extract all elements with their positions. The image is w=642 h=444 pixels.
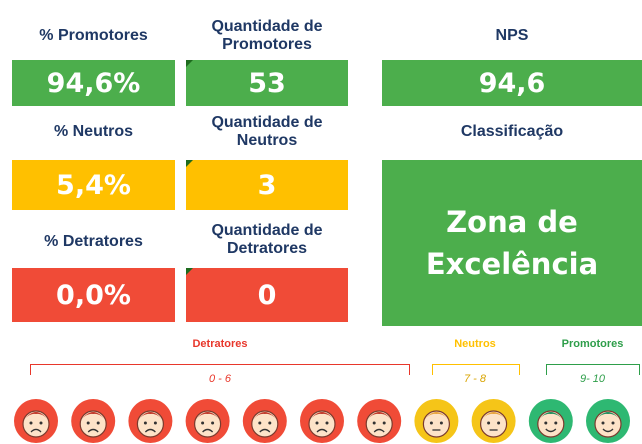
face-icon <box>243 399 287 443</box>
face-icon <box>586 399 630 443</box>
count-text: 0 <box>258 280 277 311</box>
metric-label: % Neutros <box>12 114 175 150</box>
classification-value: Zona de Excelência <box>382 160 642 326</box>
face-icon <box>414 399 458 443</box>
scale-range: 0 - 6 <box>30 373 410 385</box>
face-row <box>0 394 642 444</box>
face-skin <box>309 411 335 437</box>
count-value: 0 <box>186 268 348 322</box>
face-eye <box>201 422 204 425</box>
face-skin <box>137 411 163 437</box>
face-skin <box>481 411 507 437</box>
nps-label: NPS <box>382 18 642 54</box>
face-eye <box>144 422 147 425</box>
nps-dashboard: % Promotores Quantidade de Promotores NP… <box>0 0 642 444</box>
count-text: 53 <box>248 68 286 99</box>
count-label: Quantidade de Promotores <box>186 14 348 58</box>
count-label: Quantidade de Neutros <box>186 110 348 154</box>
face-eye <box>602 422 605 425</box>
face-skin <box>423 411 449 437</box>
scale-label: Detratores <box>30 338 410 350</box>
face-eye <box>440 422 443 425</box>
face-eye <box>154 422 157 425</box>
face-eye <box>544 422 547 425</box>
metric-value: 94,6% <box>12 60 175 106</box>
face-skin <box>195 411 221 437</box>
face-eye <box>326 422 329 425</box>
face-skin <box>366 411 392 437</box>
face-icon <box>128 399 172 443</box>
face-skin <box>23 411 49 437</box>
face-skin <box>538 411 564 437</box>
count-label: Quantidade de Detratores <box>186 218 348 262</box>
face-eye <box>383 422 386 425</box>
face-icon <box>186 399 230 443</box>
face-eye <box>554 422 557 425</box>
face-icon <box>300 399 344 443</box>
face-icon <box>472 399 516 443</box>
face-eye <box>40 422 43 425</box>
scale-range: 9- 10 <box>545 373 640 385</box>
face-icon <box>529 399 573 443</box>
scale-range: 7 - 8 <box>430 373 520 385</box>
count-value: 53 <box>186 60 348 106</box>
face-eye <box>97 422 100 425</box>
classification-label: Classificação <box>382 114 642 150</box>
face-icon <box>71 399 115 443</box>
face-eye <box>316 422 319 425</box>
face-icon <box>357 399 401 443</box>
metric-value: 5,4% <box>12 160 175 210</box>
face-skin <box>80 411 106 437</box>
face-eye <box>258 422 261 425</box>
face-eye <box>373 422 376 425</box>
face-eye <box>497 422 500 425</box>
face-eye <box>268 422 271 425</box>
count-text: 3 <box>258 170 277 201</box>
face-eye <box>211 422 214 425</box>
metric-value: 0,0% <box>12 268 175 322</box>
face-eye <box>487 422 490 425</box>
count-value: 3 <box>186 160 348 210</box>
face-eye <box>430 422 433 425</box>
scale-label: Neutros <box>430 338 520 350</box>
face-icon <box>14 399 58 443</box>
face-skin <box>595 411 621 437</box>
metric-label: % Promotores <box>12 18 175 54</box>
nps-value: 94,6 <box>382 60 642 106</box>
metric-label: % Detratores <box>12 224 175 260</box>
face-skin <box>252 411 278 437</box>
scale-label: Promotores <box>545 338 640 350</box>
face-eye <box>30 422 33 425</box>
face-eye <box>87 422 90 425</box>
face-eye <box>612 422 615 425</box>
